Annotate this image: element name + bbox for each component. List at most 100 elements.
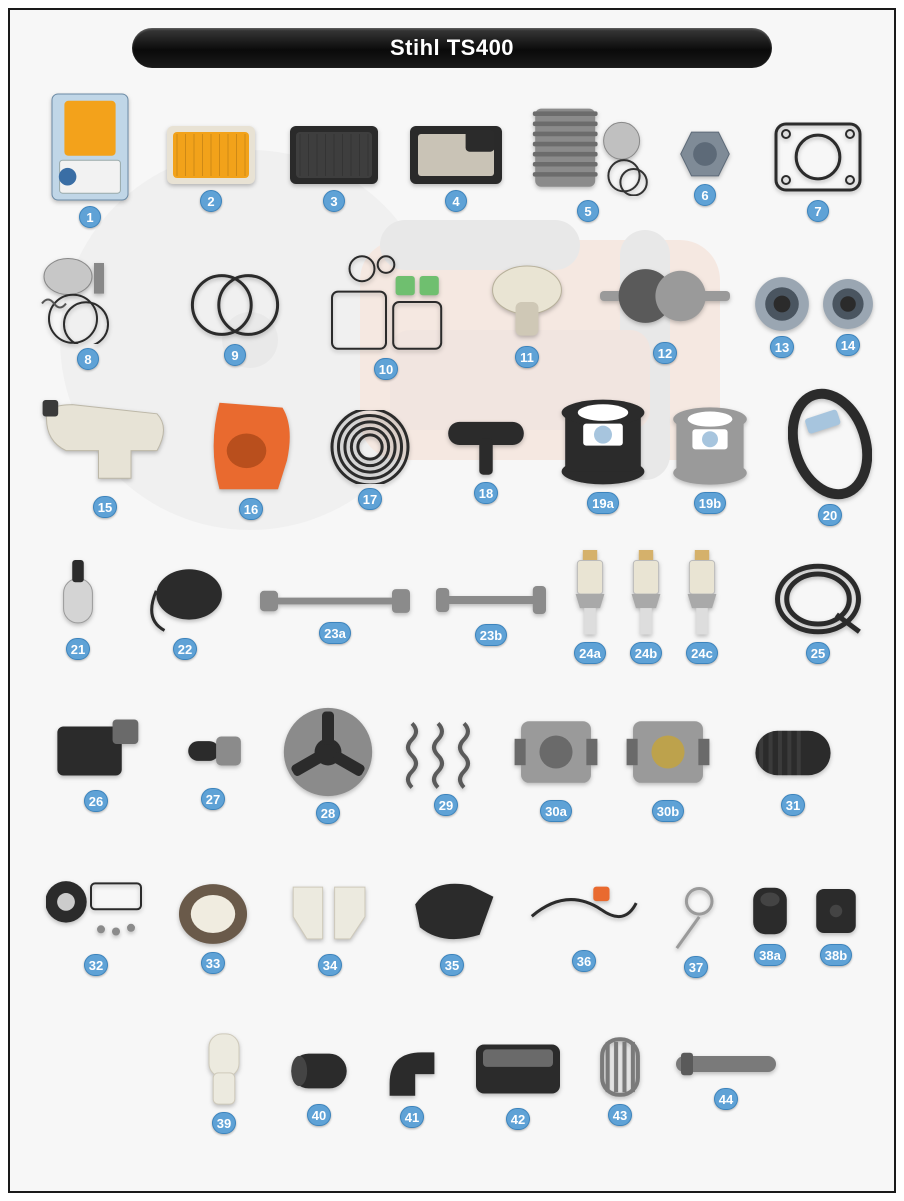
- part-number: 9: [224, 344, 246, 366]
- part-buffer-mounts-white: 34: [284, 876, 376, 976]
- part-throttle-cable: 36: [526, 880, 642, 972]
- part-number-badge: 6: [694, 184, 716, 206]
- part-number: 27: [201, 788, 225, 810]
- part-number-badge: 8: [77, 348, 99, 370]
- part-number-badge: 26: [84, 790, 108, 812]
- decompression-valve-icon: [182, 718, 244, 784]
- spark-plug-c-icon: [684, 550, 720, 638]
- recoil-spring-icon: [328, 410, 412, 484]
- part-number: 10: [374, 358, 398, 380]
- part-number-badge: 4: [445, 190, 467, 212]
- part-av-buffer-b: 38b: [810, 882, 862, 966]
- spark-plug-a-icon: [572, 550, 608, 638]
- torsion-spring-icon: [664, 874, 728, 952]
- part-number: 3: [323, 190, 345, 212]
- part-number-badge: 28: [316, 802, 340, 824]
- part-number: 18: [474, 482, 498, 504]
- part-number-badge: 44: [714, 1088, 738, 1110]
- part-combi-spanner-short: 23b: [436, 580, 546, 646]
- part-cylinder-base-gasket: 7: [770, 118, 866, 222]
- part-number: 8: [77, 348, 99, 370]
- part-needle-bearing-cage: 43: [592, 1034, 648, 1126]
- part-shaft-pin: 44: [676, 1044, 776, 1110]
- part-torsion-spring: 37: [664, 874, 728, 978]
- part-starter-rope-spool-small: 19b: [670, 404, 750, 514]
- fuel-cap-icon: [144, 562, 226, 634]
- piston-rings-icon: [180, 270, 290, 340]
- part-number-badge: 37: [684, 956, 708, 978]
- part-number-badge: 24c: [686, 642, 718, 664]
- part-number: 25: [806, 642, 830, 664]
- part-number: 24c: [686, 642, 718, 664]
- combi-spanner-short-icon: [436, 580, 546, 620]
- crankshaft-icon: [600, 254, 730, 338]
- part-air-filter-main: 2: [165, 124, 257, 212]
- part-number-badge: 5: [577, 200, 599, 222]
- intake-elbow-icon: [380, 1040, 444, 1102]
- part-air-filter-kit-blister: 1: [50, 92, 130, 228]
- part-number: 11: [515, 346, 539, 368]
- cylinder-base-gasket-icon: [770, 118, 866, 196]
- part-number-badge: 14: [836, 334, 860, 356]
- part-number-badge: 11: [515, 346, 539, 368]
- part-number-badge: 43: [608, 1104, 632, 1126]
- part-number: 24a: [574, 642, 606, 664]
- buffer-mounts-white-icon: [284, 876, 376, 950]
- inner-filter-plate-icon: [408, 124, 504, 186]
- part-decomp-plug: 6: [678, 128, 732, 206]
- part-number: 37: [684, 956, 708, 978]
- gasket-set-icon: [326, 250, 446, 354]
- pre-filter-foam-icon: [288, 124, 380, 186]
- shaft-pin-icon: [676, 1044, 776, 1084]
- rubber-connector-icon: [286, 1042, 352, 1100]
- clutch-drum-ring-icon: [176, 880, 250, 948]
- part-starter-rope-spool-large: 19a: [558, 396, 648, 514]
- part-number: 42: [506, 1108, 530, 1130]
- decomp-plug-icon: [678, 128, 732, 180]
- part-spark-plug-c: 24c: [684, 550, 720, 664]
- part-number-badge: 25: [806, 642, 830, 664]
- oil-pump-white-icon: [194, 1030, 254, 1108]
- part-recoil-spring: 17: [328, 410, 412, 510]
- part-number: 32: [84, 954, 108, 976]
- part-number: 6: [694, 184, 716, 206]
- part-number-badge: 24b: [630, 642, 662, 664]
- spark-plug-b-icon: [628, 550, 664, 638]
- part-number-badge: 32: [84, 954, 108, 976]
- part-number-badge: 7: [807, 200, 829, 222]
- part-starter-handle: 18: [444, 412, 528, 504]
- part-number-badge: 30b: [652, 800, 684, 822]
- air-filter-kit-blister-icon: [50, 92, 130, 202]
- part-number: 28: [316, 802, 340, 824]
- air-filter-main-icon: [165, 124, 257, 186]
- part-starter-housing: 15: [40, 400, 170, 518]
- part-number: 39: [212, 1112, 236, 1134]
- part-number-badge: 41: [400, 1106, 424, 1128]
- part-number-badge: 22: [173, 638, 197, 660]
- part-number-badge: 38a: [754, 944, 786, 966]
- part-number: 34: [318, 954, 342, 976]
- part-muffler: 42: [468, 1034, 568, 1130]
- starter-handle-icon: [444, 412, 528, 478]
- part-number: 7: [807, 200, 829, 222]
- part-rubber-connector: 40: [286, 1042, 352, 1126]
- part-number-badge: 3: [323, 190, 345, 212]
- parts-area: 1 2 3 4 5 6 7: [10, 82, 894, 1183]
- part-number: 22: [173, 638, 197, 660]
- part-number: 13: [770, 336, 794, 358]
- part-number-badge: 12: [653, 342, 677, 364]
- part-number-badge: 24a: [574, 642, 606, 664]
- part-ball-bearing-large: 13: [754, 276, 810, 358]
- part-throttle-trigger: 35: [406, 874, 498, 976]
- part-number-badge: 23b: [475, 624, 507, 646]
- part-oil-pump-white: 39: [194, 1030, 254, 1134]
- part-number-badge: 19a: [587, 492, 619, 514]
- part-spark-plug-a: 24a: [572, 550, 608, 664]
- part-number: 19b: [694, 492, 726, 514]
- part-number: 17: [358, 488, 382, 510]
- part-number: 29: [434, 794, 458, 816]
- clutch-assembly-icon: [280, 706, 376, 798]
- part-number: 35: [440, 954, 464, 976]
- part-combi-spanner-long: 23a: [260, 584, 410, 644]
- carburetor-b-icon: [622, 708, 714, 796]
